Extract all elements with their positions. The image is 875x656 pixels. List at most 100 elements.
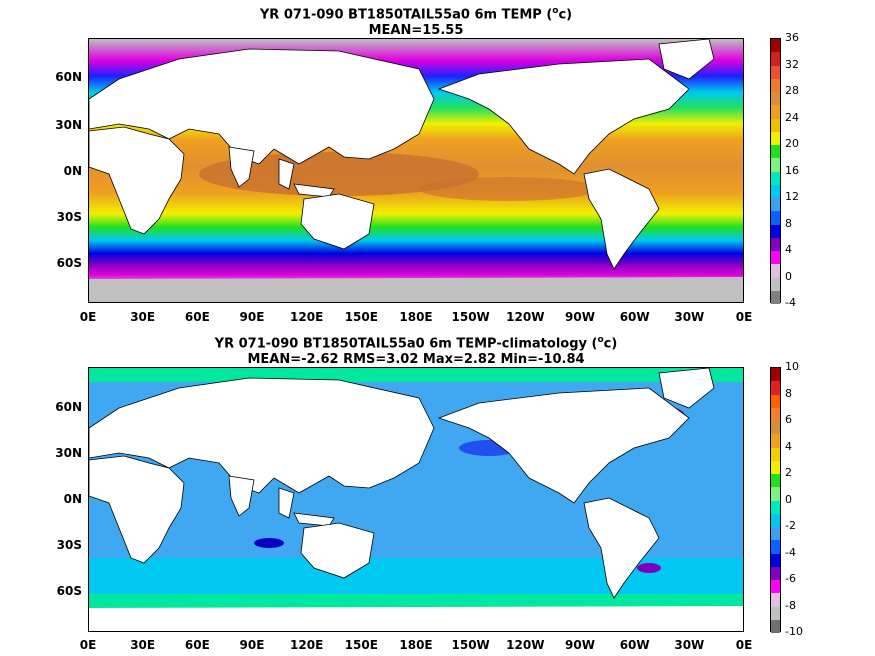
panel1-xtick: 120E <box>290 310 324 324</box>
colorbar-swatch <box>771 145 780 159</box>
colorbar-swatch <box>771 513 780 527</box>
panel2-map-svg <box>89 368 743 631</box>
colorbar-swatch <box>771 368 780 382</box>
colorbar-swatch <box>771 118 780 132</box>
panel1-xtick: 30W <box>674 310 705 324</box>
colorbar-swatch <box>771 460 780 474</box>
panel1-land <box>89 39 743 302</box>
panel2-ytick: 60N <box>55 400 82 414</box>
panel2-xtick: 0E <box>79 638 97 652</box>
panel2-xtick: 60E <box>184 638 210 652</box>
panel1-xtick: 30E <box>130 310 156 324</box>
colorbar-swatch <box>771 540 780 554</box>
colorbar-label: 8 <box>785 386 792 400</box>
colorbar-label: 32 <box>785 57 799 71</box>
panel2-ytick: 30N <box>55 446 82 460</box>
colorbar-swatch <box>771 580 780 594</box>
panel1-title-text: YR 071-090 BT1850TAIL55a0 6m TEMP ( <box>259 7 553 23</box>
panel2-land <box>89 368 743 631</box>
colorbar-swatch <box>771 158 780 172</box>
panel1-title-unit: c) <box>558 7 573 23</box>
colorbar-swatch <box>771 251 780 265</box>
panel1-xtick: 90W <box>565 310 595 324</box>
colorbar-swatch <box>771 211 780 225</box>
panel1-xtick: 150E <box>344 310 378 324</box>
colorbar-label: 20 <box>785 137 799 150</box>
colorbar-label: -6 <box>785 572 796 585</box>
colorbar-swatch <box>771 407 780 421</box>
colorbar-swatch <box>771 474 780 488</box>
panel2-title-unit: c) <box>603 336 618 352</box>
colorbar-label: 28 <box>785 84 799 97</box>
colorbar-swatch <box>771 500 780 514</box>
colorbar-swatch <box>771 277 780 291</box>
colorbar-label: 24 <box>785 110 799 124</box>
colorbar-swatch <box>771 527 780 541</box>
colorbar-swatch <box>771 593 780 607</box>
panel1-xtick: 60E <box>184 310 210 324</box>
panel2-xtick: 30W <box>674 638 705 652</box>
panel2-xtick: 30E <box>130 638 156 652</box>
colorbar-swatch <box>771 184 780 198</box>
colorbar-swatch <box>771 606 780 620</box>
panel1-xtick: 120W <box>506 310 545 324</box>
colorbar-swatch <box>771 487 780 501</box>
panel1-title: YR 071-090 BT1850TAIL55a0 6m TEMP (oc) M… <box>88 3 744 39</box>
colorbar-swatch <box>771 92 780 106</box>
panel1-map <box>88 38 744 303</box>
colorbar-label: 36 <box>785 31 799 44</box>
panel1-xtick: 0E <box>79 310 97 324</box>
colorbar-label: -8 <box>785 598 796 612</box>
panel1-warm-pool <box>199 152 479 196</box>
panel2-xtick: 60W <box>619 638 650 652</box>
panel2-title-text: YR 071-090 BT1850TAIL55a0 6m TEMP-climat… <box>214 336 598 352</box>
colorbar-label: 2 <box>785 466 792 479</box>
colorbar-swatch <box>771 394 780 408</box>
panel2-xtick: 120W <box>506 638 545 652</box>
panel1-xtick: 0E <box>735 310 753 324</box>
colorbar-swatch <box>771 39 780 53</box>
panel2-xtick: 120E <box>290 638 324 652</box>
colorbar-label: -10 <box>785 625 803 638</box>
colorbar-swatch <box>771 381 780 395</box>
panel2-xtick: 150W <box>451 638 490 652</box>
colorbar-label: -4 <box>785 296 796 309</box>
panel1-ytick: 0N <box>63 164 82 178</box>
panel1-xtick: 60W <box>619 310 650 324</box>
panel1-map-svg <box>89 39 743 302</box>
colorbar-label: 4 <box>785 439 792 453</box>
panel1-xtick: 180E <box>399 310 433 324</box>
panel2-xtick: 150E <box>344 638 378 652</box>
panel2-xtick: 90W <box>565 638 595 652</box>
colorbar-label: 12 <box>785 190 799 203</box>
panel2-map <box>88 367 744 632</box>
colorbar-label: 0 <box>785 269 792 283</box>
colorbar-swatch <box>771 434 780 448</box>
colorbar-swatch <box>771 264 780 278</box>
colorbar-swatch <box>771 421 780 435</box>
panel1-ytick: 30S <box>56 210 82 224</box>
panel1-colorbar <box>770 38 781 304</box>
colorbar-swatch <box>771 105 780 119</box>
colorbar-swatch <box>771 290 780 304</box>
panel2-stats: MEAN=-2.62 RMS=3.02 Max=2.82 Min=-10.84 <box>247 352 585 368</box>
colorbar-label: 6 <box>785 413 792 426</box>
colorbar-swatch <box>771 224 780 238</box>
panel2-xtick: 180E <box>399 638 433 652</box>
colorbar-swatch <box>771 131 780 145</box>
panel2-colorbar <box>770 367 781 633</box>
colorbar-label: 10 <box>785 360 799 373</box>
colorbar-swatch <box>771 237 780 251</box>
colorbar-swatch <box>771 619 780 633</box>
panel2-ytick: 0N <box>63 492 82 506</box>
panel2-xtick: 0E <box>735 638 753 652</box>
panel2-title-degree: o <box>597 335 604 345</box>
colorbar-label: -2 <box>785 519 796 532</box>
colorbar-swatch <box>771 65 780 79</box>
panel2-ytick: 30S <box>56 538 82 552</box>
panel1-xtick: 90E <box>239 310 265 324</box>
panel2-ytick: 60S <box>56 584 82 598</box>
panel1-ytick: 60N <box>55 70 82 84</box>
panel2-xtick: 90E <box>239 638 265 652</box>
panel1-ytick: 60S <box>56 256 82 270</box>
